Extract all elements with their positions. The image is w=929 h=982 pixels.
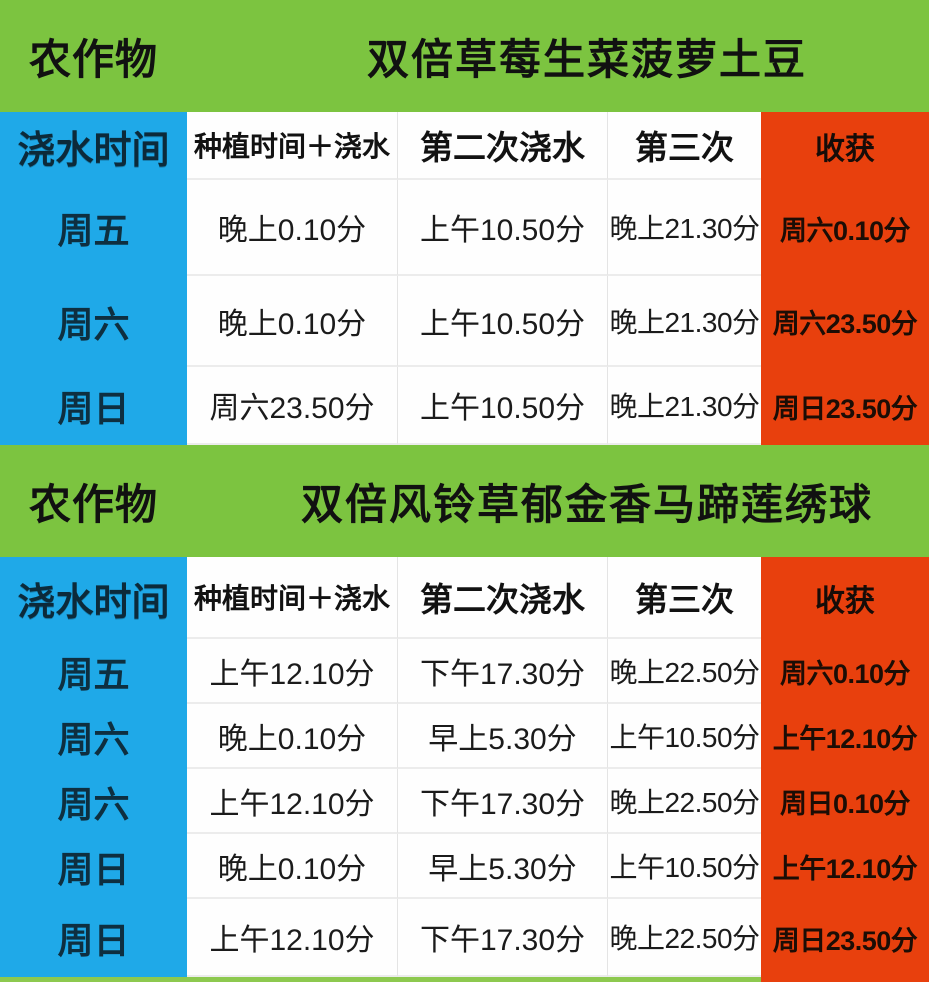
second-watering-value: 下午17.30分 xyxy=(398,769,608,834)
day-label: 周日 xyxy=(0,367,187,445)
crop-header-band-2: 农作物 双倍风铃草郁金香马蹄莲绣球 xyxy=(0,445,929,557)
third-watering-value: 上午10.50分 xyxy=(608,834,761,899)
crop-name: 双倍草莓生菜菠萝土豆 xyxy=(366,35,807,83)
day-label: 周六 xyxy=(0,704,187,769)
plant-time-value: 晚上0.10分 xyxy=(187,276,398,367)
column-header-watering-time: 浇水时间 xyxy=(0,557,187,639)
column-header-plant-time: 种植时间＋浇水 xyxy=(187,112,398,180)
table-row: 周六 晚上0.10分 上午10.50分 晚上21.30分 周六23.50分 xyxy=(0,276,929,367)
second-watering-value: 早上5.30分 xyxy=(398,704,608,769)
table-row: 周日 晚上0.10分 早上5.30分 上午10.50分 上午12.10分 xyxy=(0,834,929,899)
harvest-time-value: 周六0.10分 xyxy=(761,180,929,276)
second-watering-value: 上午10.50分 xyxy=(398,276,608,367)
column-header-second-watering: 第二次浇水 xyxy=(398,112,608,180)
column-header-third: 第三次 xyxy=(608,557,761,639)
third-watering-value: 晚上22.50分 xyxy=(608,769,761,834)
crop-label: 农作物 xyxy=(28,35,158,83)
harvest-time-value: 周日0.10分 xyxy=(761,769,929,834)
plant-time-value: 晚上0.10分 xyxy=(187,704,398,769)
crop-header-band-1: 农作物 双倍草莓生菜菠萝土豆 xyxy=(0,0,929,112)
third-watering-value: 晚上21.30分 xyxy=(608,180,761,276)
day-label: 周五 xyxy=(0,639,187,704)
day-label: 周日 xyxy=(0,899,187,977)
column-header-harvest: 收获 xyxy=(761,112,929,180)
plant-time-value: 上午12.10分 xyxy=(187,899,398,977)
bottom-strip-green xyxy=(0,977,761,982)
third-watering-value: 晚上21.30分 xyxy=(608,276,761,367)
column-header-plant-time: 种植时间＋浇水 xyxy=(187,557,398,639)
table-row: 周日 周六23.50分 上午10.50分 晚上21.30分 周日23.50分 xyxy=(0,367,929,445)
third-watering-value: 晚上22.50分 xyxy=(608,639,761,704)
day-label: 周五 xyxy=(0,180,187,276)
second-watering-value: 下午17.30分 xyxy=(398,899,608,977)
day-label: 周六 xyxy=(0,276,187,367)
second-watering-value: 上午10.50分 xyxy=(398,180,608,276)
plant-time-value: 晚上0.10分 xyxy=(187,834,398,899)
harvest-time-value: 上午12.10分 xyxy=(761,704,929,769)
day-label: 周六 xyxy=(0,769,187,834)
column-header-third: 第三次 xyxy=(608,112,761,180)
day-label: 周日 xyxy=(0,834,187,899)
harvest-time-value: 周日23.50分 xyxy=(761,367,929,445)
third-watering-value: 晚上21.30分 xyxy=(608,367,761,445)
second-watering-value: 下午17.30分 xyxy=(398,639,608,704)
plant-time-value: 上午12.10分 xyxy=(187,769,398,834)
table-row: 周五 晚上0.10分 上午10.50分 晚上21.30分 周六0.10分 xyxy=(0,180,929,276)
harvest-time-value: 周日23.50分 xyxy=(761,899,929,977)
column-header-watering-time: 浇水时间 xyxy=(0,112,187,180)
crop-name: 双倍风铃草郁金香马蹄莲绣球 xyxy=(300,480,873,528)
harvest-time-value: 周六0.10分 xyxy=(761,639,929,704)
bottom-edge-strip xyxy=(0,977,929,982)
crop-label: 农作物 xyxy=(28,480,158,528)
plant-time-value: 上午12.10分 xyxy=(187,639,398,704)
plant-time-value: 周六23.50分 xyxy=(187,367,398,445)
harvest-time-value: 周六23.50分 xyxy=(761,276,929,367)
table-row: 周六 上午12.10分 下午17.30分 晚上22.50分 周日0.10分 xyxy=(0,769,929,834)
table1-header-row: 浇水时间 种植时间＋浇水 第二次浇水 第三次 收获 xyxy=(0,112,929,180)
table-row: 周日 上午12.10分 下午17.30分 晚上22.50分 周日23.50分 xyxy=(0,899,929,977)
second-watering-value: 早上5.30分 xyxy=(398,834,608,899)
plant-time-value: 晚上0.10分 xyxy=(187,180,398,276)
table-row: 周六 晚上0.10分 早上5.30分 上午10.50分 上午12.10分 xyxy=(0,704,929,769)
table2-header-row: 浇水时间 种植时间＋浇水 第二次浇水 第三次 收获 xyxy=(0,557,929,639)
second-watering-value: 上午10.50分 xyxy=(398,367,608,445)
third-watering-value: 晚上22.50分 xyxy=(608,899,761,977)
third-watering-value: 上午10.50分 xyxy=(608,704,761,769)
harvest-time-value: 上午12.10分 xyxy=(761,834,929,899)
column-header-second-watering: 第二次浇水 xyxy=(398,557,608,639)
table-row: 周五 上午12.10分 下午17.30分 晚上22.50分 周六0.10分 xyxy=(0,639,929,704)
bottom-strip-red xyxy=(761,977,929,982)
column-header-harvest: 收获 xyxy=(761,557,929,639)
